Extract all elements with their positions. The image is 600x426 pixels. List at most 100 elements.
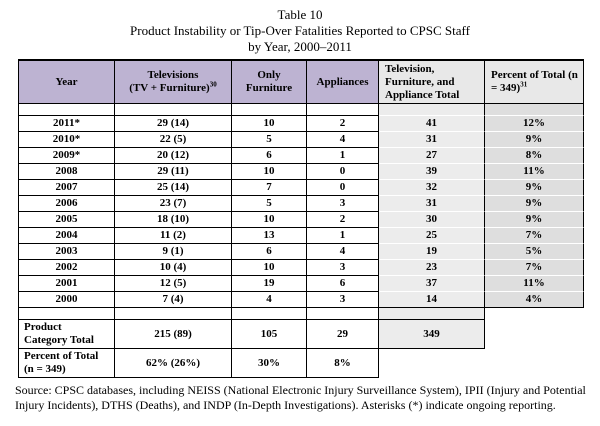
total-cell: 37 (379, 276, 485, 292)
furniture-cell: 5 (232, 196, 307, 212)
row-2010: 2010* 22 (5) 5 4 31 9% (18, 132, 584, 148)
table-title-block: Table 10 Product Instability or Tip-Over… (0, 0, 600, 55)
furniture-cell: 10 (232, 212, 307, 228)
spacer-cell (18, 104, 115, 116)
spacer-cell (232, 308, 307, 320)
percent-cell: 9% (485, 180, 584, 196)
appliances-cell: 3 (307, 260, 379, 276)
appliances-cell: 1 (307, 228, 379, 244)
appliances-cell: 1 (307, 148, 379, 164)
furniture-percent-cell: 30% (232, 349, 307, 378)
percent-cell: 8% (485, 148, 584, 164)
percent-total-label-line1: Percent of Total (24, 350, 99, 362)
appliances-percent-cell: 8% (307, 349, 379, 378)
appliances-cell: 4 (307, 132, 379, 148)
total-cell: 31 (379, 196, 485, 212)
total-cell: 19 (379, 244, 485, 260)
spacer-cell (115, 308, 232, 320)
row-2003: 2003 9 (1) 6 4 19 5% (18, 244, 584, 260)
product-total-label: Product Category Total (18, 320, 115, 349)
furniture-cell: 10 (232, 116, 307, 132)
footnote-ref-31: 31 (520, 80, 528, 89)
furniture-cell: 6 (232, 148, 307, 164)
total-cell: 27 (379, 148, 485, 164)
tv-cell: 23 (7) (115, 196, 232, 212)
year-cell: 2000 (18, 292, 115, 308)
percent-cell: 12% (485, 116, 584, 132)
spacer-cell (307, 308, 379, 320)
col-header-televisions-line1: Televisions (147, 69, 199, 81)
year-cell: 2006 (18, 196, 115, 212)
tv-cell: 20 (12) (115, 148, 232, 164)
year-cell: 2005 (18, 212, 115, 228)
source-note: Source: CPSC databases, including NEISS … (15, 383, 586, 412)
empty-cell (485, 320, 584, 349)
tv-cell: 29 (11) (115, 164, 232, 180)
percent-total-label: Percent of Total (n = 349) (18, 349, 115, 378)
row-percent-of-total: Percent of Total (n = 349) 62% (26%) 30% … (18, 349, 584, 378)
furniture-cell: 13 (232, 228, 307, 244)
fatalities-by-year-table: Year Televisions (TV + Furniture)30 Only F… (18, 59, 584, 378)
tv-cell: 29 (14) (115, 116, 232, 132)
spacer-cell (18, 308, 115, 320)
furniture-cell: 10 (232, 164, 307, 180)
spacer-cell (379, 104, 485, 116)
percent-total-label-line2: (n = 349) (24, 363, 66, 375)
product-total-label-line1: Product (24, 321, 62, 333)
tv-cell: 7 (4) (115, 292, 232, 308)
row-2002: 2002 10 (4) 10 3 23 7% (18, 260, 584, 276)
percent-cell: 9% (485, 196, 584, 212)
appliances-cell: 6 (307, 276, 379, 292)
spacer-cell (232, 104, 307, 116)
empty-cell (485, 349, 584, 378)
year-cell: 2011* (18, 116, 115, 132)
tv-cell: 11 (2) (115, 228, 232, 244)
year-cell: 2003 (18, 244, 115, 260)
year-cell: 2001 (18, 276, 115, 292)
footnote-ref-30: 30 (209, 80, 217, 89)
tv-cell: 10 (4) (115, 260, 232, 276)
tv-cell: 25 (14) (115, 180, 232, 196)
spacer-row-top (18, 104, 584, 116)
row-2005: 2005 18 (10) 10 2 30 9% (18, 212, 584, 228)
col-header-televisions-line2: (TV + Furniture) (129, 82, 210, 94)
col-header-percent: Percent of Total (n = 349)31 (485, 59, 584, 104)
header-row: Year Televisions (TV + Furniture)30 Only F… (18, 59, 584, 104)
percent-cell: 9% (485, 212, 584, 228)
row-2008: 2008 29 (11) 10 0 39 11% (18, 164, 584, 180)
product-total-label-line2: Category Total (24, 334, 94, 346)
row-2006: 2006 23 (7) 5 3 31 9% (18, 196, 584, 212)
percent-cell: 7% (485, 228, 584, 244)
table-title: Product Instability or Tip-Over Fataliti… (130, 23, 470, 38)
percent-cell: 7% (485, 260, 584, 276)
percent-cell: 11% (485, 164, 584, 180)
total-cell: 41 (379, 116, 485, 132)
spacer-cell (307, 104, 379, 116)
appliances-cell: 4 (307, 244, 379, 260)
empty-cell (379, 349, 485, 378)
row-2001: 2001 12 (5) 19 6 37 11% (18, 276, 584, 292)
appliances-cell: 3 (307, 292, 379, 308)
year-cell: 2002 (18, 260, 115, 276)
appliances-cell: 3 (307, 196, 379, 212)
percent-cell: 11% (485, 276, 584, 292)
furniture-cell: 19 (232, 276, 307, 292)
spacer-cell (115, 104, 232, 116)
total-cell: 32 (379, 180, 485, 196)
table-number: Table 10 (277, 7, 323, 22)
percent-cell: 4% (485, 292, 584, 308)
appliances-total-cell: 29 (307, 320, 379, 349)
percent-cell: 9% (485, 132, 584, 148)
total-cell: 31 (379, 132, 485, 148)
year-cell: 2010* (18, 132, 115, 148)
furniture-cell: 6 (232, 244, 307, 260)
furniture-cell: 5 (232, 132, 307, 148)
furniture-cell: 4 (232, 292, 307, 308)
furniture-cell: 10 (232, 260, 307, 276)
row-2009: 2009* 20 (12) 6 1 27 8% (18, 148, 584, 164)
row-2011: 2011* 29 (14) 10 2 41 12% (18, 116, 584, 132)
col-header-total: Television, Furniture, and Appliance Tot… (379, 59, 485, 104)
tv-cell: 22 (5) (115, 132, 232, 148)
row-2000: 2000 7 (4) 4 3 14 4% (18, 292, 584, 308)
